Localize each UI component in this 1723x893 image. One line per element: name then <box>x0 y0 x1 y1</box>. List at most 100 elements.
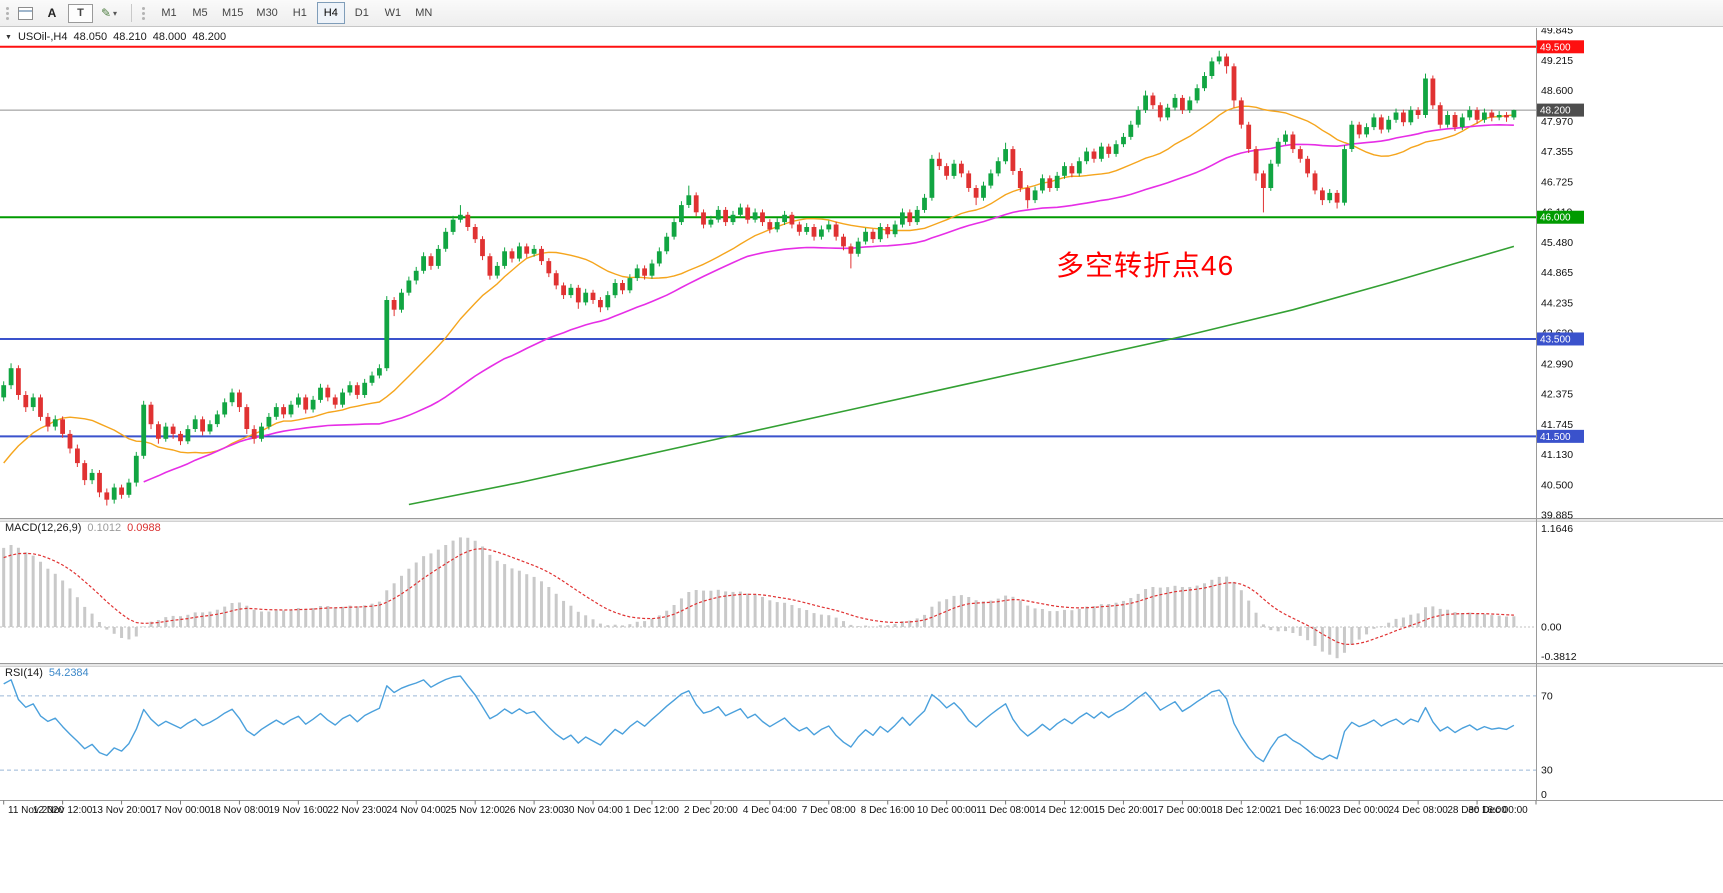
shapes-dropdown-button[interactable]: ✎ ▾ <box>95 2 123 24</box>
symbol-triangle-icon: ▼ <box>5 33 12 41</box>
candle-body <box>450 219 456 232</box>
candle-body <box>1305 158 1310 174</box>
ohlc-low: 48.000 <box>152 31 187 43</box>
rsi-scale-label: 30 <box>1541 765 1553 777</box>
candle-body <box>259 426 264 439</box>
price-level-badge <box>1537 332 1584 346</box>
candle-body <box>841 236 846 247</box>
candle-body <box>1261 173 1266 188</box>
candle-body <box>524 246 530 254</box>
candle-body <box>1511 110 1517 118</box>
text-label-tool-button[interactable]: T <box>68 3 93 23</box>
candle-body <box>531 248 537 254</box>
candle-body <box>1467 110 1473 118</box>
candle-body <box>1275 141 1281 164</box>
candle-body <box>1356 124 1362 135</box>
candle-body <box>1010 149 1016 171</box>
timeframe-mn-button[interactable]: MN <box>415 7 433 19</box>
price-tick-label: 46.725 <box>1541 176 1573 188</box>
candle-body <box>686 195 692 205</box>
rsi-indicator-label: RSI(14) 54.2384 <box>5 667 89 679</box>
candle-body <box>885 227 891 235</box>
candle-body <box>1246 124 1252 149</box>
candle-body <box>1091 151 1097 159</box>
candle-body <box>1216 56 1222 62</box>
candle-body <box>509 251 515 259</box>
candle-body <box>1157 105 1163 118</box>
candle-body <box>1378 117 1384 130</box>
timeframe-m5-button[interactable]: M5 <box>192 7 208 19</box>
candle-body <box>428 256 434 266</box>
candle-body <box>1128 124 1134 137</box>
toolbar-grip[interactable] <box>6 6 9 20</box>
candle-body <box>347 385 353 393</box>
macd-scale-label: 1.1646 <box>1541 523 1573 535</box>
time-axis-label: 28 Dec 16:00 <box>1447 805 1507 816</box>
candle-body <box>914 209 920 223</box>
candle-body <box>377 368 382 376</box>
candle-body <box>178 433 183 442</box>
candle-body <box>1408 110 1414 123</box>
timeframe-m15-button[interactable]: M15 <box>222 7 244 19</box>
time-axis-label: 7 Dec 08:00 <box>802 805 856 816</box>
candle-body <box>767 222 773 230</box>
toolbar-separator <box>131 4 132 22</box>
chart-annotation-text[interactable]: 多空转折点46 <box>1056 250 1235 281</box>
candle-body <box>752 212 758 220</box>
timeframe-m1-button[interactable]: M1 <box>161 7 177 19</box>
timeframe-m30-button[interactable]: M30 <box>256 7 278 19</box>
candle-body <box>730 214 736 223</box>
price-scale[interactable]: 49.84549.21548.60047.97047.35546.72546.1… <box>1537 28 1584 801</box>
candle-body <box>288 404 294 415</box>
candle-body <box>738 207 743 215</box>
timeframe-h4-button[interactable]: H4 <box>316 2 345 24</box>
candle-body <box>1165 107 1171 118</box>
candle-body <box>332 397 338 405</box>
candle-body <box>1401 112 1406 123</box>
candle-body <box>52 419 58 427</box>
candle-body <box>1459 117 1465 128</box>
candle-body <box>303 397 309 410</box>
candle-body <box>929 158 935 198</box>
candle-body <box>1224 56 1229 67</box>
candle-body <box>421 256 426 271</box>
price-level-badge-label: 46.000 <box>1540 213 1571 224</box>
candle-body <box>111 487 117 500</box>
candle-body <box>222 402 228 415</box>
candle-body <box>723 209 728 223</box>
candle-body <box>539 248 544 262</box>
price-level-badge <box>1537 429 1584 443</box>
candle-body <box>1172 97 1178 108</box>
candle-body <box>384 300 390 369</box>
candle-body <box>1452 115 1458 128</box>
candle-body <box>1040 178 1045 191</box>
candle-body <box>649 263 655 276</box>
timeframe-h1-button[interactable]: H1 <box>292 7 307 19</box>
macd-pane <box>0 537 1536 659</box>
timeframe-toolbar-grip[interactable] <box>142 6 145 20</box>
chart-ohlc-readout: ▼ USOil-,H4 48.050 48.210 48.000 48.200 <box>5 31 226 43</box>
candle-body <box>656 251 662 264</box>
moving-averages <box>3 105 1515 506</box>
ohlc-close: 48.200 <box>192 31 227 43</box>
price-tick-label: 45.480 <box>1541 237 1573 249</box>
candle-body <box>237 392 242 408</box>
candle-body <box>30 397 36 408</box>
candle-body <box>701 212 706 225</box>
text-tool-button[interactable]: A <box>47 6 57 20</box>
time-axis-label: 4 Dec 04:00 <box>743 805 797 816</box>
candle-body <box>1253 149 1259 174</box>
price-tick-label: 42.990 <box>1541 358 1573 370</box>
candle-body <box>693 195 699 213</box>
chart-symbol-period: USOil-,H4 <box>17 31 68 43</box>
candle-body <box>104 492 110 500</box>
candle-body <box>200 419 205 432</box>
candle-body <box>1268 163 1274 188</box>
timeframe-d1-button[interactable]: D1 <box>354 7 369 19</box>
chart-window-icon[interactable] <box>18 6 33 20</box>
time-axis-label: 25 Nov 12:00 <box>445 805 505 816</box>
chart-region[interactable]: 49.84549.21548.60047.97047.35546.72546.1… <box>0 28 1723 828</box>
candle-body <box>1121 136 1126 145</box>
timeframe-w1-button[interactable]: W1 <box>384 7 402 19</box>
